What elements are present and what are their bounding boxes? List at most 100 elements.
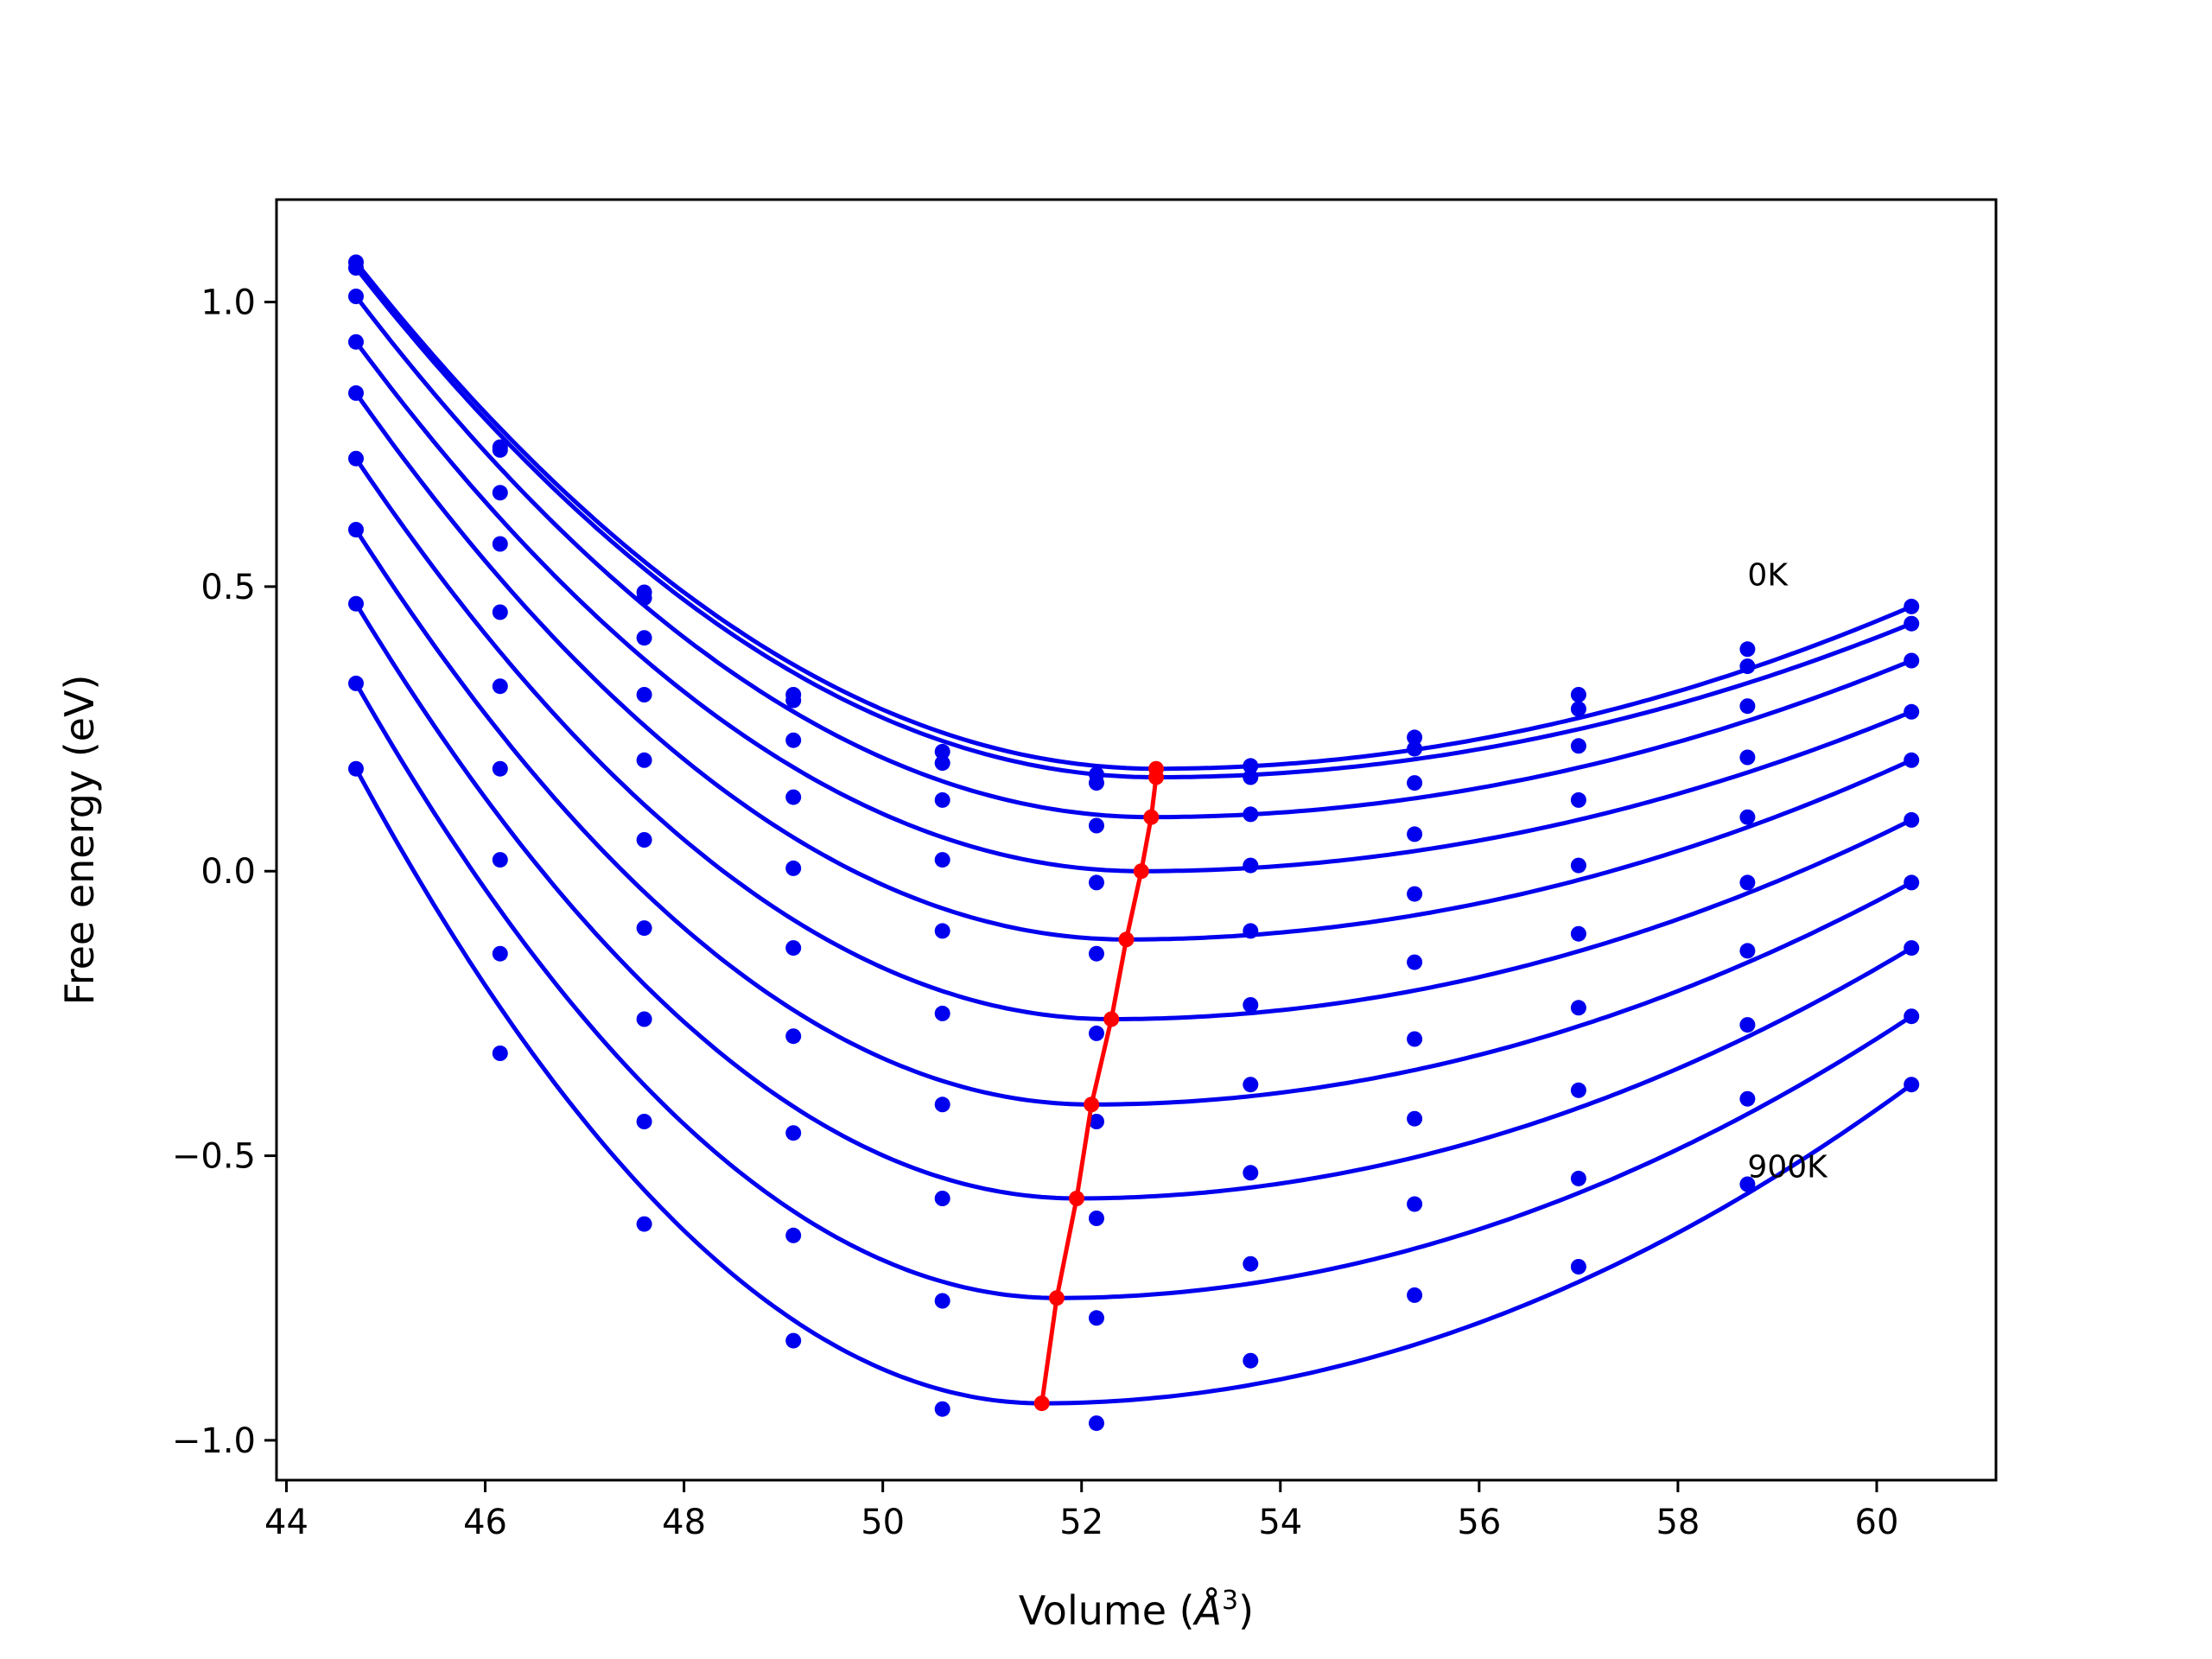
data-point-9-3 xyxy=(785,1332,802,1349)
data-point-0-10 xyxy=(1904,598,1920,614)
data-point-5-4 xyxy=(934,1005,950,1021)
data-point-8-8 xyxy=(1570,1170,1586,1186)
data-point-3-6 xyxy=(1243,857,1259,874)
y-tick-label-3: 0.5 xyxy=(200,568,256,607)
x-tick-label-8: 60 xyxy=(1855,1503,1899,1542)
data-point-5-7 xyxy=(1407,954,1423,970)
data-point-3-5 xyxy=(1089,874,1104,891)
data-point-2-10 xyxy=(1904,652,1920,669)
x-tick-label-0: 44 xyxy=(264,1503,308,1542)
x-tick-label-1: 46 xyxy=(463,1503,507,1542)
data-point-3-0 xyxy=(348,334,364,350)
data-point-4-0 xyxy=(348,385,364,401)
annotation-1: 900K xyxy=(1747,1150,1828,1185)
data-point-8-3 xyxy=(785,1227,802,1243)
data-point-2-3 xyxy=(785,732,802,748)
data-point-0-6 xyxy=(1243,758,1259,774)
fit-curve-8 xyxy=(353,682,1913,1300)
data-point-4-7 xyxy=(1407,886,1423,902)
data-point-0-7 xyxy=(1407,729,1423,746)
annotation-0: 0K xyxy=(1747,558,1789,594)
data-point-6-6 xyxy=(1243,1077,1259,1093)
axis-ticks: 44 46 48 50 52 54 56 58 60 −1.0 −0.5 0.0 0.5 1.0 xyxy=(172,283,1899,1542)
data-point-2-2 xyxy=(636,630,652,646)
x-axis-label: Volume (Å3) xyxy=(1019,1586,1254,1634)
data-point-2-9 xyxy=(1739,698,1756,715)
data-point-1-7 xyxy=(1407,741,1423,757)
minimum-point-3 xyxy=(1133,863,1149,880)
fit-curve-7 xyxy=(353,602,1913,1201)
data-point-9-2 xyxy=(636,1216,652,1232)
data-point-4-2 xyxy=(636,752,652,768)
data-point-2-0 xyxy=(348,289,364,304)
data-point-4-10 xyxy=(1904,752,1920,768)
y-tick-label-1: −0.5 xyxy=(172,1137,256,1177)
x-axis-label-base: Volume ( xyxy=(1019,1587,1195,1634)
data-point-1-5 xyxy=(1089,775,1104,791)
data-point-1-1 xyxy=(492,442,508,458)
data-point-9-7 xyxy=(1407,1287,1423,1303)
minimum-point-2 xyxy=(1143,809,1160,825)
data-point-6-5 xyxy=(1089,1114,1104,1129)
data-point-2-6 xyxy=(1243,806,1259,823)
data-point-3-3 xyxy=(785,789,802,805)
data-point-3-10 xyxy=(1904,703,1920,720)
data-point-9-1 xyxy=(492,1046,508,1061)
data-point-7-1 xyxy=(492,852,508,868)
data-point-7-9 xyxy=(1739,1017,1756,1033)
data-point-9-6 xyxy=(1243,1352,1259,1369)
fit-curve-1 xyxy=(354,266,1913,779)
data-point-4-9 xyxy=(1739,809,1756,825)
data-point-5-5 xyxy=(1089,1025,1104,1041)
data-point-3-4 xyxy=(934,852,950,868)
data-point-2-7 xyxy=(1407,775,1423,791)
data-point-7-0 xyxy=(348,595,364,612)
plot-area xyxy=(348,254,1920,1432)
data-point-6-2 xyxy=(636,920,652,937)
data-point-1-10 xyxy=(1904,615,1920,632)
data-point-9-10 xyxy=(1904,1077,1920,1093)
data-point-7-4 xyxy=(934,1191,950,1206)
data-point-8-0 xyxy=(348,675,364,691)
data-point-4-5 xyxy=(1089,945,1104,962)
data-point-4-3 xyxy=(785,860,802,876)
data-point-1-9 xyxy=(1739,658,1756,675)
plot-frame xyxy=(275,198,1998,1482)
data-point-9-8 xyxy=(1570,1259,1586,1274)
annotations: 0K 900K xyxy=(1747,558,1828,1185)
data-point-7-10 xyxy=(1904,940,1920,957)
x-tick-label-6: 56 xyxy=(1457,1503,1501,1542)
fit-curve-9 xyxy=(353,767,1913,1406)
data-point-8-9 xyxy=(1739,1090,1756,1107)
data-point-7-3 xyxy=(785,1125,802,1141)
data-point-1-8 xyxy=(1570,701,1586,717)
data-point-6-8 xyxy=(1570,1000,1586,1016)
data-point-5-8 xyxy=(1570,925,1586,942)
data-point-9-0 xyxy=(348,760,364,777)
data-point-6-4 xyxy=(934,1096,950,1113)
y-tick-label-4: 1.0 xyxy=(200,283,256,323)
y-tick-label-0: −1.0 xyxy=(172,1421,256,1461)
data-point-0-4 xyxy=(934,743,950,760)
minimum-point-9 xyxy=(1033,1395,1050,1412)
fit-curve-2 xyxy=(354,295,1913,820)
data-point-7-5 xyxy=(1089,1211,1104,1226)
data-point-9-9 xyxy=(1739,1176,1756,1192)
data-point-2-8 xyxy=(1570,738,1586,754)
minimum-point-5 xyxy=(1103,1011,1120,1027)
data-point-5-9 xyxy=(1739,874,1756,891)
data-point-0-9 xyxy=(1739,641,1756,658)
data-point-6-1 xyxy=(492,760,508,777)
x-tick-label-3: 50 xyxy=(861,1503,905,1542)
data-point-5-1 xyxy=(492,678,508,695)
fit-curve-0 xyxy=(354,260,1913,772)
data-point-7-7 xyxy=(1407,1110,1423,1127)
fit-curve-5 xyxy=(353,457,1913,1021)
data-point-7-2 xyxy=(636,1011,652,1027)
data-point-4-4 xyxy=(934,923,950,939)
data-point-8-7 xyxy=(1407,1196,1423,1212)
data-point-5-2 xyxy=(636,832,652,848)
data-point-1-4 xyxy=(934,755,950,772)
data-point-2-1 xyxy=(492,485,508,501)
